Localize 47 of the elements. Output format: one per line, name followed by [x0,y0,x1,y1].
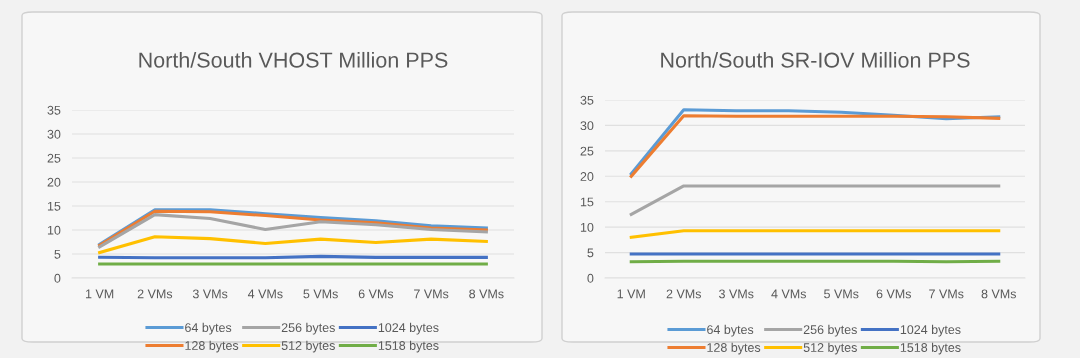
x-tick-label: 2 VMs [666,289,702,299]
x-tick-label: 7 VMs [929,289,964,299]
legend-label: 256 bytes [803,324,857,337]
y-tick-label: 25 [47,153,61,163]
y-tick-label: 5 [54,249,61,259]
y-tick-label: 20 [47,177,61,187]
x-tick-label: 3 VMs [719,289,754,299]
x-tick-label: 1 VM [85,289,114,299]
legend-label: 512 bytes [803,342,857,355]
chart-title: North/South VHOST Million PPS [139,51,448,68]
legend-label: 64 bytes [707,324,754,337]
x-tick-label: 6 VMs [876,289,912,299]
y-tick-label: 35 [580,95,594,105]
y-tick-label: 30 [580,121,594,131]
y-tick-label: 15 [47,201,61,211]
y-tick-label: 35 [47,105,61,115]
x-tick-label: 4 VMs [247,289,283,299]
x-tick-label: 3 VMs [192,289,228,299]
x-tick-label: 5 VMs [824,289,859,299]
y-tick-label: 20 [580,172,594,181]
legend-label: 1024 bytes [900,324,961,337]
x-tick-label: 4 VMs [771,289,807,299]
y-tick-label: 0 [54,273,61,283]
x-tick-label: 6 VMs [358,289,394,299]
legend-label: 1518 bytes [378,340,439,353]
legend-label: 128 bytes [185,340,239,353]
y-tick-label: 5 [587,248,594,258]
y-tick-label: 10 [580,222,594,232]
legend-label: 128 bytes [707,342,761,355]
legend-label: 256 bytes [281,322,335,335]
y-tick-label: 10 [47,225,61,235]
chart-title: North/South SR-IOV Million PPS [661,51,970,68]
legend-label: 512 bytes [281,340,335,353]
x-tick-label: 7 VMs [414,289,449,299]
y-tick-label: 0 [587,273,594,283]
legend-label: 64 bytes [185,322,232,335]
x-tick-label: 2 VMs [137,289,173,299]
x-tick-label: 5 VMs [303,289,338,299]
x-tick-label: 8 VMs [981,289,1017,299]
legend-label: 1518 bytes [900,342,961,355]
line-series [98,235,488,255]
y-tick-label: 30 [47,129,61,139]
x-tick-label: 8 VMs [469,289,504,299]
y-tick-label: 25 [580,146,594,156]
y-tick-label: 15 [580,197,594,207]
legend-label: 1024 bytes [378,322,439,335]
x-tick-label: 1 VM [617,289,645,299]
